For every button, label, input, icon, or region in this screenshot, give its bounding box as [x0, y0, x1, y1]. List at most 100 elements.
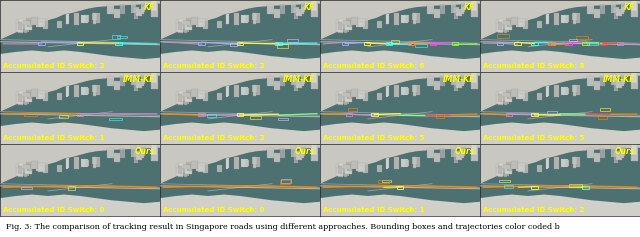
Bar — [237, 113, 243, 116]
Bar — [294, 80, 298, 91]
Bar — [134, 80, 138, 91]
Bar — [107, 4, 114, 14]
Bar — [57, 21, 61, 28]
Bar — [19, 94, 22, 105]
Bar — [141, 75, 145, 84]
Bar — [339, 22, 342, 33]
Bar — [24, 174, 27, 177]
Bar — [472, 0, 477, 11]
Bar — [397, 186, 403, 189]
Bar — [434, 9, 440, 18]
Text: IMM-KF: IMM-KF — [283, 75, 315, 84]
Bar — [594, 9, 600, 18]
Bar — [252, 85, 257, 92]
Bar — [196, 166, 203, 171]
Bar — [313, 22, 319, 34]
Bar — [274, 153, 280, 162]
Bar — [176, 91, 182, 104]
Bar — [141, 7, 144, 14]
Bar — [415, 85, 420, 95]
Text: Fig. 3: The comparison of tracking result in Singapore roads using different app: Fig. 3: The comparison of tracking resul… — [6, 223, 560, 231]
Bar — [524, 18, 528, 29]
Bar — [81, 159, 88, 167]
Bar — [511, 161, 518, 169]
Bar — [66, 86, 68, 96]
Bar — [38, 42, 45, 45]
Bar — [582, 42, 589, 45]
Bar — [291, 146, 296, 157]
Bar — [587, 42, 598, 45]
Bar — [131, 74, 136, 85]
Bar — [31, 89, 38, 97]
Bar — [241, 87, 248, 95]
Bar — [377, 165, 381, 172]
Bar — [631, 76, 638, 89]
Polygon shape — [480, 144, 640, 184]
Bar — [131, 146, 136, 157]
Bar — [95, 157, 100, 167]
Bar — [342, 42, 348, 45]
Bar — [246, 87, 250, 94]
Bar — [461, 75, 465, 84]
Bar — [456, 153, 461, 160]
Bar — [616, 151, 619, 155]
Bar — [339, 165, 345, 169]
Bar — [57, 165, 61, 172]
Bar — [632, 71, 637, 83]
Bar — [339, 94, 342, 105]
Bar — [611, 2, 616, 13]
Bar — [632, 143, 637, 155]
Bar — [280, 76, 285, 86]
Bar — [351, 17, 358, 25]
Bar — [546, 158, 548, 168]
Bar — [296, 81, 301, 88]
Bar — [401, 159, 408, 167]
Bar — [120, 148, 125, 158]
Bar — [456, 151, 459, 155]
Bar — [461, 3, 465, 12]
Bar — [66, 159, 68, 169]
Bar — [274, 81, 280, 90]
Bar — [516, 22, 523, 27]
Bar — [518, 163, 525, 172]
Bar — [136, 151, 139, 155]
Bar — [19, 166, 22, 177]
Bar — [546, 15, 548, 24]
Bar — [621, 147, 625, 156]
Bar — [28, 92, 31, 99]
Bar — [28, 20, 31, 27]
Bar — [499, 94, 502, 105]
Bar — [429, 42, 436, 45]
Bar — [107, 148, 114, 159]
Bar — [401, 87, 408, 95]
Bar — [36, 94, 43, 99]
Bar — [136, 79, 139, 82]
Bar — [198, 19, 205, 27]
Bar — [114, 153, 120, 162]
Bar — [511, 17, 518, 25]
Bar — [471, 76, 478, 89]
Bar — [358, 19, 365, 27]
Bar — [207, 114, 216, 117]
Bar — [566, 15, 570, 22]
Bar — [346, 113, 352, 116]
Bar — [25, 24, 32, 30]
Bar — [582, 186, 589, 189]
Bar — [498, 22, 502, 30]
Bar — [427, 76, 434, 87]
Bar — [153, 166, 159, 178]
Bar — [497, 96, 503, 104]
Bar — [496, 91, 502, 104]
Text: KF: KF — [304, 3, 315, 12]
Bar — [390, 40, 399, 43]
Bar — [188, 20, 191, 27]
Bar — [499, 22, 502, 33]
Bar — [339, 93, 345, 96]
Bar — [394, 13, 399, 25]
Text: IMM-KF: IMM-KF — [443, 75, 475, 84]
Bar — [348, 108, 357, 111]
Bar — [499, 180, 510, 182]
Bar — [296, 9, 301, 16]
Bar — [600, 76, 605, 86]
Bar — [473, 166, 479, 178]
